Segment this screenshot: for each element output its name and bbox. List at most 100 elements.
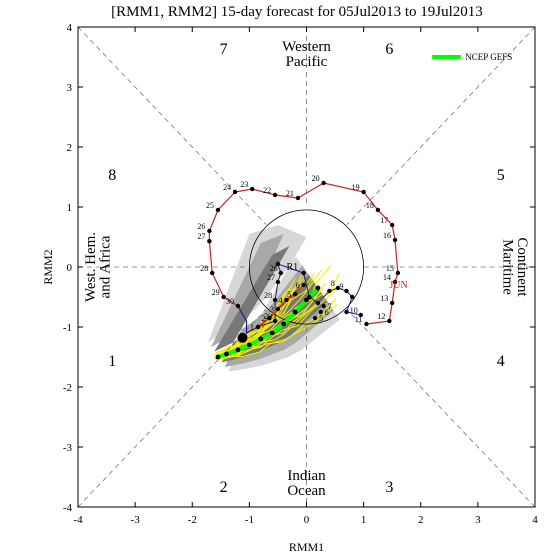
gefs-mean-line: [217, 286, 320, 359]
region-label-maritime-1: Maritime: [500, 239, 516, 295]
observed-point: [389, 300, 395, 306]
observed-point: [364, 321, 369, 327]
forecast-day-label: 6: [325, 308, 329, 317]
observed-point: [392, 237, 398, 243]
forecast-point: [301, 282, 306, 288]
phase-number-8: 8: [108, 167, 116, 184]
y-tick-label: 0: [67, 262, 73, 274]
gefs-mean-point: [269, 330, 275, 336]
forecast-point: [275, 306, 281, 312]
observed-day-label: 21: [286, 189, 294, 198]
observed-point: [387, 318, 392, 324]
x-tick-label: -2: [188, 514, 197, 526]
observed-day-label: 28: [200, 264, 208, 273]
x-tick-label: -4: [73, 514, 83, 526]
observed-point: [221, 294, 226, 300]
phase-number-1: 1: [108, 353, 116, 370]
region-label-west-hem-2: and Africa: [97, 235, 113, 298]
inner-day-label: 10: [350, 306, 358, 315]
observed-point: [235, 303, 241, 309]
y-tick-label: 1: [67, 202, 73, 214]
inner-day-label: 27: [267, 273, 275, 282]
observed-day-label: 15: [386, 264, 394, 273]
x-tick-label: 1: [361, 514, 367, 526]
inner-point: [275, 279, 281, 285]
inner-point: [344, 288, 349, 294]
diagonal-guide: [77, 309, 267, 508]
legend-label: NCEP GEFS: [465, 52, 512, 62]
y-tick-label: -3: [63, 442, 73, 454]
observed-day-label: 12: [377, 312, 385, 321]
gefs-mean-point: [246, 342, 252, 348]
chart-title: [RMM1, RMM2] 15-day forecast for 05Jul20…: [111, 4, 483, 20]
inner-point: [275, 261, 281, 267]
observed-point: [375, 207, 381, 213]
region-label-western-pacific-2: Pacific: [286, 54, 328, 70]
gefs-mean-point: [258, 336, 264, 342]
day-labels: 11 12131415161718192021222324252627282930…: [197, 174, 394, 332]
gefs-mean-point: [224, 351, 229, 357]
y-tick-label: 4: [67, 22, 73, 34]
observed-day-label: 29: [212, 288, 220, 297]
connector-track-line: [237, 305, 259, 334]
observed-day-label: 18: [366, 201, 374, 210]
inner-point: [307, 294, 312, 300]
gefs-mean-point: [315, 285, 321, 291]
forecast-point: [318, 309, 323, 315]
observed-month-label: JUN: [389, 280, 407, 291]
observed-day-label: 11: [355, 315, 363, 324]
inner-point: [344, 309, 349, 315]
ensemble-member-line: [213, 288, 296, 360]
phase-number-6: 6: [385, 41, 393, 58]
observed-day-label: 17: [380, 216, 388, 225]
inner-point: [272, 318, 278, 324]
observed-day-label: 30: [226, 297, 234, 306]
x-tick-label: 4: [532, 514, 538, 526]
ensemble-member-line: [218, 269, 322, 358]
observed-day-label: 13: [380, 294, 388, 303]
observed-point: [321, 180, 326, 186]
phase-number-2: 2: [220, 479, 228, 496]
observed-day-label: 14: [383, 273, 391, 282]
inner-day-label: 8: [331, 279, 335, 288]
forecast-day-label: 2: [261, 314, 265, 323]
y-tick-label: -2: [63, 382, 72, 394]
forecast-point: [292, 291, 298, 297]
region-label-west-hem-1: West. Hem.: [83, 232, 99, 302]
x-tick-label: -1: [245, 514, 254, 526]
forecast-point: [267, 315, 272, 321]
inner-day-label: 29: [264, 312, 272, 321]
observed-point: [395, 270, 401, 276]
x-tick-label: 3: [475, 514, 481, 526]
forecast-day-label: 5: [319, 314, 323, 323]
phase-number-3: 3: [385, 479, 393, 496]
gefs-mean-point: [292, 309, 298, 315]
inner-day-label: 26: [270, 264, 278, 273]
observed-day-label: 27: [197, 232, 205, 241]
observed-point: [389, 222, 395, 228]
observed-day-label: 23: [240, 180, 248, 189]
y-tick-label: -4: [63, 502, 73, 514]
observed-point: [272, 192, 278, 198]
observed-point: [215, 207, 221, 213]
observed-point: [210, 270, 215, 276]
y-tick-label: -1: [63, 322, 72, 334]
region-label-indian-ocean-2: Ocean: [287, 483, 326, 499]
forecast-day-label: 5: [287, 290, 291, 299]
observed-day-label: 26: [197, 222, 205, 231]
phase-number-4: 4: [497, 353, 505, 370]
observed-day-label: 20: [312, 174, 320, 183]
x-tick-label: -3: [131, 514, 141, 526]
x-axis-label: RMM1: [289, 540, 324, 554]
x-tick-label: 2: [418, 514, 424, 526]
forecast-day-label: 4: [279, 296, 283, 305]
observed-point: [207, 239, 212, 244]
inner-point: [315, 300, 321, 306]
inner-point: [335, 285, 341, 291]
forecast-start-marker: [237, 332, 248, 343]
inner-point: [327, 288, 332, 294]
forecast-point: [312, 315, 318, 321]
gefs-mean-point: [215, 354, 221, 360]
observed-point: [207, 228, 212, 234]
